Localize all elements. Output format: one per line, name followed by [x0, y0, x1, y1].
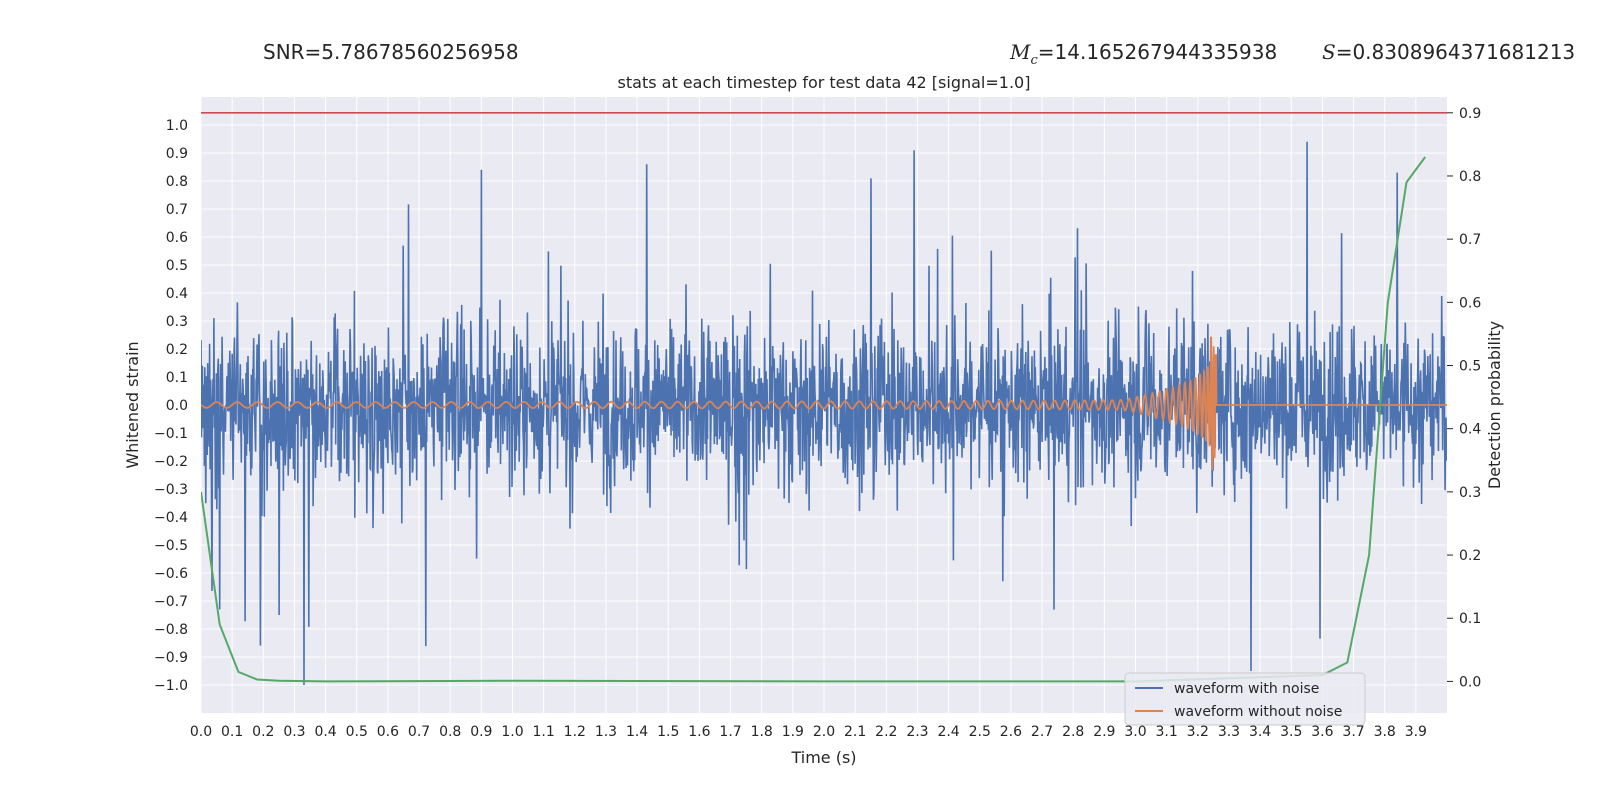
x-tick-label: 0.1 [221, 724, 243, 740]
y-right-tick-label: 0.1 [1459, 611, 1481, 627]
legend-box [1124, 672, 1366, 726]
detection-probability-line [201, 156, 1427, 683]
x-tick-label: 1.1 [533, 724, 555, 740]
y-tick-label: −0.7 [154, 594, 188, 610]
x-tick-label: 0.9 [470, 724, 492, 740]
y-tick-label: 0.9 [166, 146, 188, 162]
x-tick-label: 3.1 [1156, 724, 1178, 740]
x-tick-label: 1.7 [719, 724, 741, 740]
x-tick-label: 3.3 [1218, 724, 1240, 740]
legend-label: waveform without noise [1174, 704, 1342, 720]
y-tick-label: 1.0 [166, 118, 188, 134]
y-right-tick-label: 0.0 [1459, 674, 1481, 690]
y-tick-label: 0.1 [166, 370, 188, 386]
x-tick-label: 3.0 [1124, 724, 1146, 740]
y-tick-label: −0.9 [154, 650, 188, 666]
y-tick-label: 0.8 [166, 174, 188, 190]
y-axis-right-label: Detection probability [1485, 321, 1504, 489]
clean-waveform-line [201, 336, 1447, 471]
y-tick-label: −0.5 [154, 538, 188, 554]
x-tick-label: 3.9 [1405, 724, 1427, 740]
y-tick-label: 0.7 [166, 202, 188, 218]
y-tick-label: 0.2 [166, 342, 188, 358]
x-tick-label: 0.2 [252, 724, 274, 740]
snr-label: SNR=5.78678560256958 [263, 40, 519, 64]
x-tick-label: 0.3 [283, 724, 305, 740]
grid [200, 97, 1447, 713]
y-tick-label: −0.6 [154, 566, 188, 582]
legend-label: waveform with noise [1174, 681, 1319, 697]
y-tick-label: −0.1 [154, 426, 188, 442]
x-tick-label: 2.9 [1093, 724, 1115, 740]
y-tick-label: −0.2 [154, 454, 188, 470]
y-right-tick-label: 0.8 [1459, 169, 1481, 185]
y-tick-label: −0.8 [154, 622, 188, 638]
legend: waveform with noise waveform without nois… [1124, 672, 1366, 726]
y-right-tick-label: 0.9 [1459, 106, 1481, 122]
x-tick-label: 0.6 [377, 724, 399, 740]
x-tick-label: 1.4 [626, 724, 648, 740]
y-tick-label: −0.4 [154, 510, 188, 526]
x-tick-label: 0.7 [408, 724, 430, 740]
x-tick-label: 2.6 [1000, 724, 1022, 740]
x-tick-label: 1.3 [595, 724, 617, 740]
x-tick-label: 3.2 [1187, 724, 1209, 740]
x-tick-label: 2.8 [1062, 724, 1084, 740]
y-tick-label: 0.0 [166, 398, 188, 414]
x-tick-label: 1.5 [657, 724, 679, 740]
chirp-mass-label: Mc=14.165267944335938 [1010, 40, 1278, 68]
axis-ticks: 0.0 0.1 0.2 0.3 0.4 0.5 0.6 0.7 0.8 0.9 1.0 1.1 1.2 1… [154, 106, 1481, 740]
y-tick-label: −0.3 [154, 482, 188, 498]
y-right-tick-label: 0.5 [1459, 359, 1481, 375]
x-axis-label: Time (s) [790, 748, 856, 767]
spin-label: S=0.8308964371681213 [1322, 40, 1576, 64]
x-tick-label: 2.5 [969, 724, 991, 740]
x-tick-label: 2.4 [937, 724, 959, 740]
x-tick-label: 0.4 [314, 724, 336, 740]
x-tick-label: 0.0 [190, 724, 212, 740]
x-tick-label: 0.5 [346, 724, 368, 740]
x-tick-label: 2.1 [844, 724, 866, 740]
x-tick-label: 3.7 [1342, 724, 1364, 740]
x-tick-label: 1.6 [688, 724, 710, 740]
chart-title: stats at each timestep for test data 42 … [618, 73, 1031, 92]
x-tick-label: 1.0 [501, 724, 523, 740]
x-tick-label: 0.8 [439, 724, 461, 740]
x-tick-label: 3.8 [1374, 724, 1396, 740]
x-tick-label: 1.8 [751, 724, 773, 740]
y-right-tick-label: 0.7 [1459, 232, 1481, 248]
y-right-tick-label: 0.2 [1459, 548, 1481, 564]
x-tick-label: 1.2 [564, 724, 586, 740]
x-tick-label: 3.5 [1280, 724, 1302, 740]
x-tick-label: 1.9 [782, 724, 804, 740]
y-tick-label: 0.3 [166, 314, 188, 330]
y-tick-label: 0.6 [166, 230, 188, 246]
y-tick-label: 0.5 [166, 258, 188, 274]
x-tick-label: 2.7 [1031, 724, 1053, 740]
y-right-tick-label: 0.4 [1459, 422, 1481, 438]
y-axis-label: Whitened strain [123, 341, 142, 468]
x-tick-label: 3.4 [1249, 724, 1271, 740]
y-tick-label: 0.4 [166, 286, 188, 302]
x-tick-label: 2.0 [813, 724, 835, 740]
x-tick-label: 2.3 [906, 724, 928, 740]
x-tick-label: 3.6 [1311, 724, 1333, 740]
x-tick-label: 2.2 [875, 724, 897, 740]
y-right-tick-label: 0.6 [1459, 295, 1481, 311]
data-layer [201, 111, 1447, 686]
y-tick-label: −1.0 [154, 678, 188, 694]
y-right-tick-label: 0.3 [1459, 485, 1481, 501]
